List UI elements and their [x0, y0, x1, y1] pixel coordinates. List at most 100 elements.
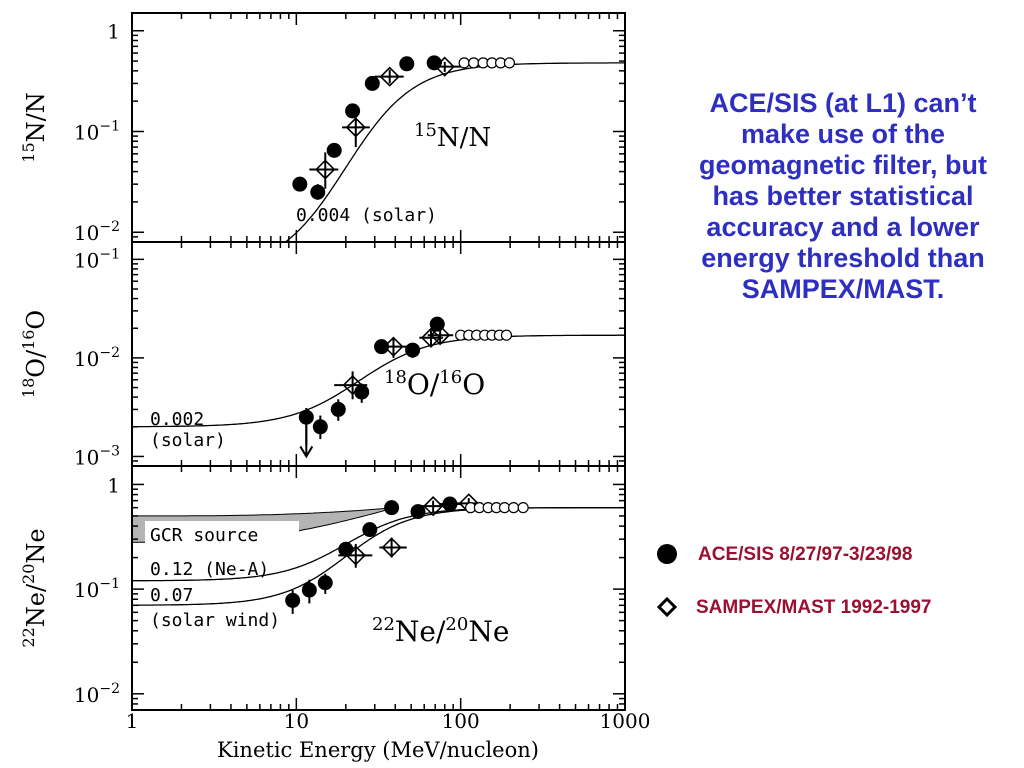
y-tick-label-mantissa: 10	[74, 578, 99, 602]
ace-sis-point	[338, 541, 354, 557]
sampex-mast-point	[381, 537, 402, 558]
solar-value-note: 0.002	[150, 409, 204, 430]
y-tick-label-mantissa: 1	[107, 20, 120, 44]
y-axis-label-part-0: 15	[19, 142, 38, 162]
panel-annotation: 22Ne/20Ne	[372, 614, 509, 648]
gcr-label-background	[145, 521, 299, 547]
y-tick-label-mantissa: 10	[74, 683, 99, 707]
y-tick-label: 10−1	[74, 576, 120, 602]
ace-sis-point	[364, 75, 380, 91]
legend-ace: ACE/SIS 8/27/97-3/23/98	[654, 542, 912, 568]
y-axis-label: 18O/16O	[19, 310, 50, 398]
ace-sis-point	[298, 409, 314, 425]
solar-value-note: 0.004 (solar)	[296, 205, 437, 226]
extrapolated-point	[500, 329, 513, 341]
annotation-part-2: 16	[439, 367, 462, 388]
x-tick-label: 100	[442, 709, 480, 733]
ace-sis-point	[442, 496, 458, 512]
extrapolated-point	[508, 502, 520, 514]
y-tick-label-exponent: −1	[99, 118, 120, 134]
y-axis-label-part-2: 20	[19, 564, 38, 584]
legend-ace-label: ACE/SIS 8/27/97-3/23/98	[698, 544, 913, 565]
sampex-mast-point	[345, 117, 366, 138]
y-axis-label-part-1: O/	[22, 349, 50, 378]
sampex-mast-point	[345, 545, 366, 566]
ace-sis-point	[317, 575, 333, 591]
y-tick-label: 10−2	[74, 345, 120, 371]
ace-sis-point	[310, 184, 326, 200]
ace-sis-point	[354, 384, 370, 400]
extrapolated-point	[517, 502, 529, 514]
ace-sis-point	[345, 103, 361, 119]
solar-wind-value-note: 0.07	[150, 585, 193, 606]
y-axis-label-part-1: Ne/	[22, 583, 50, 627]
sampex-mast-point	[315, 159, 336, 180]
y-axis-label-part-3: Ne	[22, 528, 50, 563]
legend-sampex-label: SAMPEX/MAST 1992-1997	[696, 597, 932, 618]
y-tick-label-exponent: −2	[99, 681, 120, 697]
x-tick-label: 1000	[600, 709, 651, 733]
sampex-mast-point	[423, 496, 444, 517]
y-tick-label: 10−2	[74, 219, 120, 245]
x-axis-label: Kinetic Energy (MeV/nucleon)	[217, 738, 539, 762]
panel-frame-bottom	[131, 465, 626, 711]
y-tick-label-mantissa: 10	[74, 120, 99, 144]
model-curve	[132, 334, 625, 428]
extrapolated-point	[458, 57, 470, 69]
y-tick-label-exponent: −2	[99, 345, 120, 361]
sampex-mast-point	[342, 374, 363, 396]
ace-sis-point	[326, 142, 342, 158]
solar-wind-label-note: (solar wind)	[150, 610, 280, 631]
y-tick-label-exponent: −1	[99, 246, 120, 262]
y-tick-label: 10−1	[74, 118, 120, 144]
annotation-part-0: 18	[384, 367, 407, 388]
ace-sis-point	[312, 419, 328, 435]
sampex-mast-point	[434, 56, 455, 77]
y-axis-label-part-0: 22	[19, 627, 38, 647]
y-tick-label-mantissa: 10	[74, 347, 99, 371]
y-tick-label-mantissa: 1	[107, 473, 120, 497]
y-tick-label: 10−2	[74, 681, 120, 707]
y-tick-label-mantissa: 10	[74, 221, 99, 245]
annotation-part-3: Ne	[468, 615, 509, 648]
y-axis-label-part-3: O	[22, 310, 50, 330]
annotation-isotope: 15	[414, 120, 437, 141]
annotation-part-3: O	[462, 368, 485, 401]
y-axis-label-text: 15N/N	[19, 92, 50, 162]
sampex-mast-point	[379, 66, 400, 87]
ace-sis-point	[374, 339, 390, 355]
legend-sampex: SAMPEX/MAST 1992-1997	[654, 595, 932, 621]
y-axis-label-text: 22Ne/20Ne	[19, 528, 50, 647]
extrapolated-point	[503, 57, 516, 69]
x-tick-label: 1	[126, 709, 139, 733]
explanatory-caption: ACE/SIS (at L1) can’t make use of the ge…	[698, 88, 988, 304]
annotation-part-0: 22	[372, 614, 395, 635]
annotation-part-1: O/	[407, 368, 440, 401]
y-axis-label-part-1: N/N	[22, 92, 50, 142]
y-tick-label: 1	[107, 473, 120, 497]
y-axis-label-part-0: 18	[19, 378, 38, 398]
solar-label-note: (solar)	[150, 430, 226, 451]
annotation-ratio: N/N	[437, 123, 491, 153]
sampex-mast-point	[383, 336, 404, 357]
ace-sis-point	[330, 401, 346, 417]
y-axis-label-part-2: 16	[19, 330, 38, 350]
y-axis-label-text: 18O/16O	[19, 310, 50, 398]
upper-limit-arrowhead	[299, 445, 314, 459]
filled-circle-marker-icon	[657, 544, 677, 564]
ace-sis-point	[426, 55, 442, 71]
sampex-mast-point	[430, 325, 451, 346]
x-tick-label: 10	[284, 709, 309, 733]
ace-sis-point	[362, 522, 378, 538]
annotation-part-1: Ne/	[395, 615, 446, 648]
y-axis-label: 15N/N	[19, 92, 50, 162]
y-tick-label: 10−1	[74, 246, 120, 272]
ace-sis-point	[410, 504, 426, 520]
y-tick-label-exponent: −2	[99, 219, 120, 235]
ace-sis-point	[301, 582, 317, 598]
model-curve	[284, 62, 625, 243]
annotation-part-2: 20	[445, 614, 468, 635]
extrapolated-point	[468, 57, 480, 69]
ace-sis-point	[292, 176, 308, 192]
